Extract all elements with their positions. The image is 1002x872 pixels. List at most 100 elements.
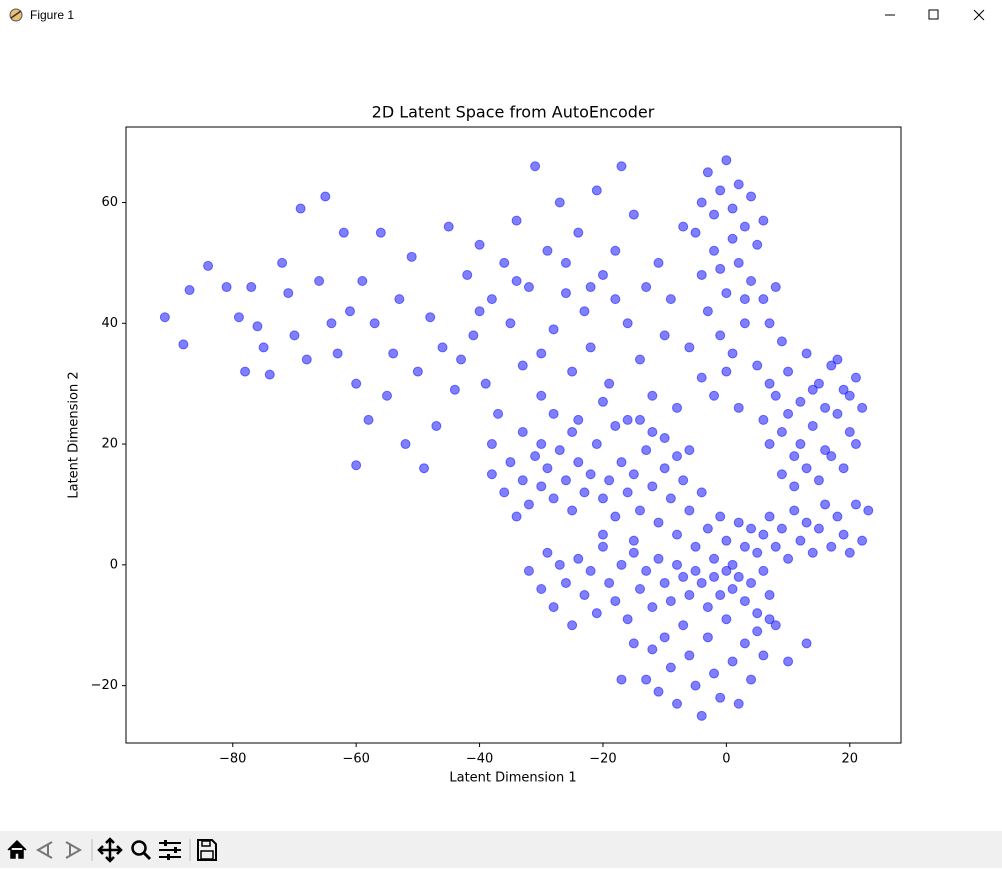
- scatter-point: [770, 390, 781, 401]
- scatter-point: [801, 348, 812, 359]
- scatter-point: [628, 535, 639, 546]
- scatter-point: [690, 541, 701, 552]
- scatter-point: [715, 330, 726, 341]
- scatter-point: [628, 209, 639, 220]
- scatter-point: [659, 463, 670, 474]
- scatter-point: [832, 408, 843, 419]
- scatter-point: [715, 511, 726, 522]
- scatter-point: [684, 650, 695, 661]
- scatter-point: [456, 354, 467, 365]
- scatter-point: [653, 257, 664, 268]
- scatter-point: [776, 426, 787, 437]
- scatter-point: [388, 348, 399, 359]
- scatter-point: [709, 668, 720, 679]
- scatter-point: [573, 457, 584, 468]
- scatter-point: [616, 161, 627, 172]
- scatter-point: [591, 608, 602, 619]
- scatter-point: [764, 318, 775, 329]
- scatter-point: [770, 541, 781, 552]
- scatter-point: [610, 596, 621, 607]
- pan-button[interactable]: [97, 837, 123, 863]
- scatter-point: [295, 203, 306, 214]
- scatter-point: [474, 306, 485, 317]
- scatter-point: [702, 523, 713, 534]
- scatter-point: [523, 565, 534, 576]
- scatter-point: [696, 577, 707, 588]
- scatter-point: [591, 439, 602, 450]
- scatter-point: [733, 179, 744, 190]
- configure-button[interactable]: [159, 840, 181, 860]
- scatter-point: [591, 185, 602, 196]
- scatter-point: [739, 596, 750, 607]
- x-tick-label: −20: [589, 752, 616, 767]
- forward-button[interactable]: [65, 841, 83, 859]
- scatter-point: [739, 221, 750, 232]
- scatter-point: [184, 285, 195, 296]
- scatter-point: [776, 523, 787, 534]
- scatter-point: [709, 553, 720, 564]
- scatter-point: [739, 638, 750, 649]
- scatter-point: [530, 161, 541, 172]
- home-button[interactable]: [7, 839, 27, 859]
- scatter-point: [727, 656, 738, 667]
- scatter-point: [382, 390, 393, 401]
- scatter-point: [511, 215, 522, 226]
- scatter-point: [746, 674, 757, 685]
- scatter-point: [628, 547, 639, 558]
- scatter-point: [277, 257, 288, 268]
- scatter-point: [320, 191, 331, 202]
- scatter-point: [838, 384, 849, 395]
- zoom-button[interactable]: [131, 840, 152, 861]
- scatter-point: [789, 451, 800, 462]
- scatter-point: [597, 493, 608, 504]
- scatter-point: [641, 282, 652, 293]
- scatter-point: [375, 227, 386, 238]
- scatter-point: [258, 342, 269, 353]
- scatter-point: [659, 577, 670, 588]
- scatter-point: [517, 426, 528, 437]
- scatter-point: [684, 590, 695, 601]
- scatter-point: [758, 650, 769, 661]
- scatter-point: [622, 318, 633, 329]
- close-button[interactable]: [973, 9, 985, 21]
- save-button[interactable]: [197, 839, 217, 861]
- maximize-button[interactable]: [928, 9, 939, 20]
- scatter-point: [437, 342, 448, 353]
- scatter-point: [659, 433, 670, 444]
- scatter-point: [752, 608, 763, 619]
- scatter-point: [647, 602, 658, 613]
- scatter-point: [758, 565, 769, 576]
- scatter-point: [585, 342, 596, 353]
- scatter-point: [672, 402, 683, 413]
- scatter-point: [585, 469, 596, 480]
- scatter-point: [554, 197, 565, 208]
- scatter-point: [838, 463, 849, 474]
- scatter-point: [517, 360, 528, 371]
- window-controls: [885, 9, 985, 21]
- scatter-point: [493, 408, 504, 419]
- scatter-point: [752, 239, 763, 250]
- back-button[interactable]: [35, 841, 53, 859]
- scatter-point: [832, 511, 843, 522]
- scatter-point: [776, 469, 787, 480]
- scatter-point: [634, 584, 645, 594]
- scatter-point: [807, 420, 818, 431]
- x-tick-label: 20: [842, 752, 859, 767]
- scatter-point: [567, 366, 578, 377]
- scatter-point: [678, 221, 689, 232]
- y-tick-label: 60: [101, 195, 118, 210]
- scatter-point: [536, 481, 547, 492]
- scatter-point: [733, 517, 744, 528]
- scatter-point: [579, 590, 590, 601]
- scatter-point: [820, 402, 831, 413]
- scatter-point: [715, 185, 726, 196]
- scatter-point: [776, 336, 787, 347]
- scatter-point: [653, 553, 664, 564]
- scatter-point: [764, 614, 775, 625]
- scatter-point: [826, 360, 837, 371]
- scatter-point: [548, 408, 559, 419]
- scatter-point: [159, 312, 170, 323]
- scatter-point: [758, 294, 769, 305]
- scatter-point: [696, 487, 707, 498]
